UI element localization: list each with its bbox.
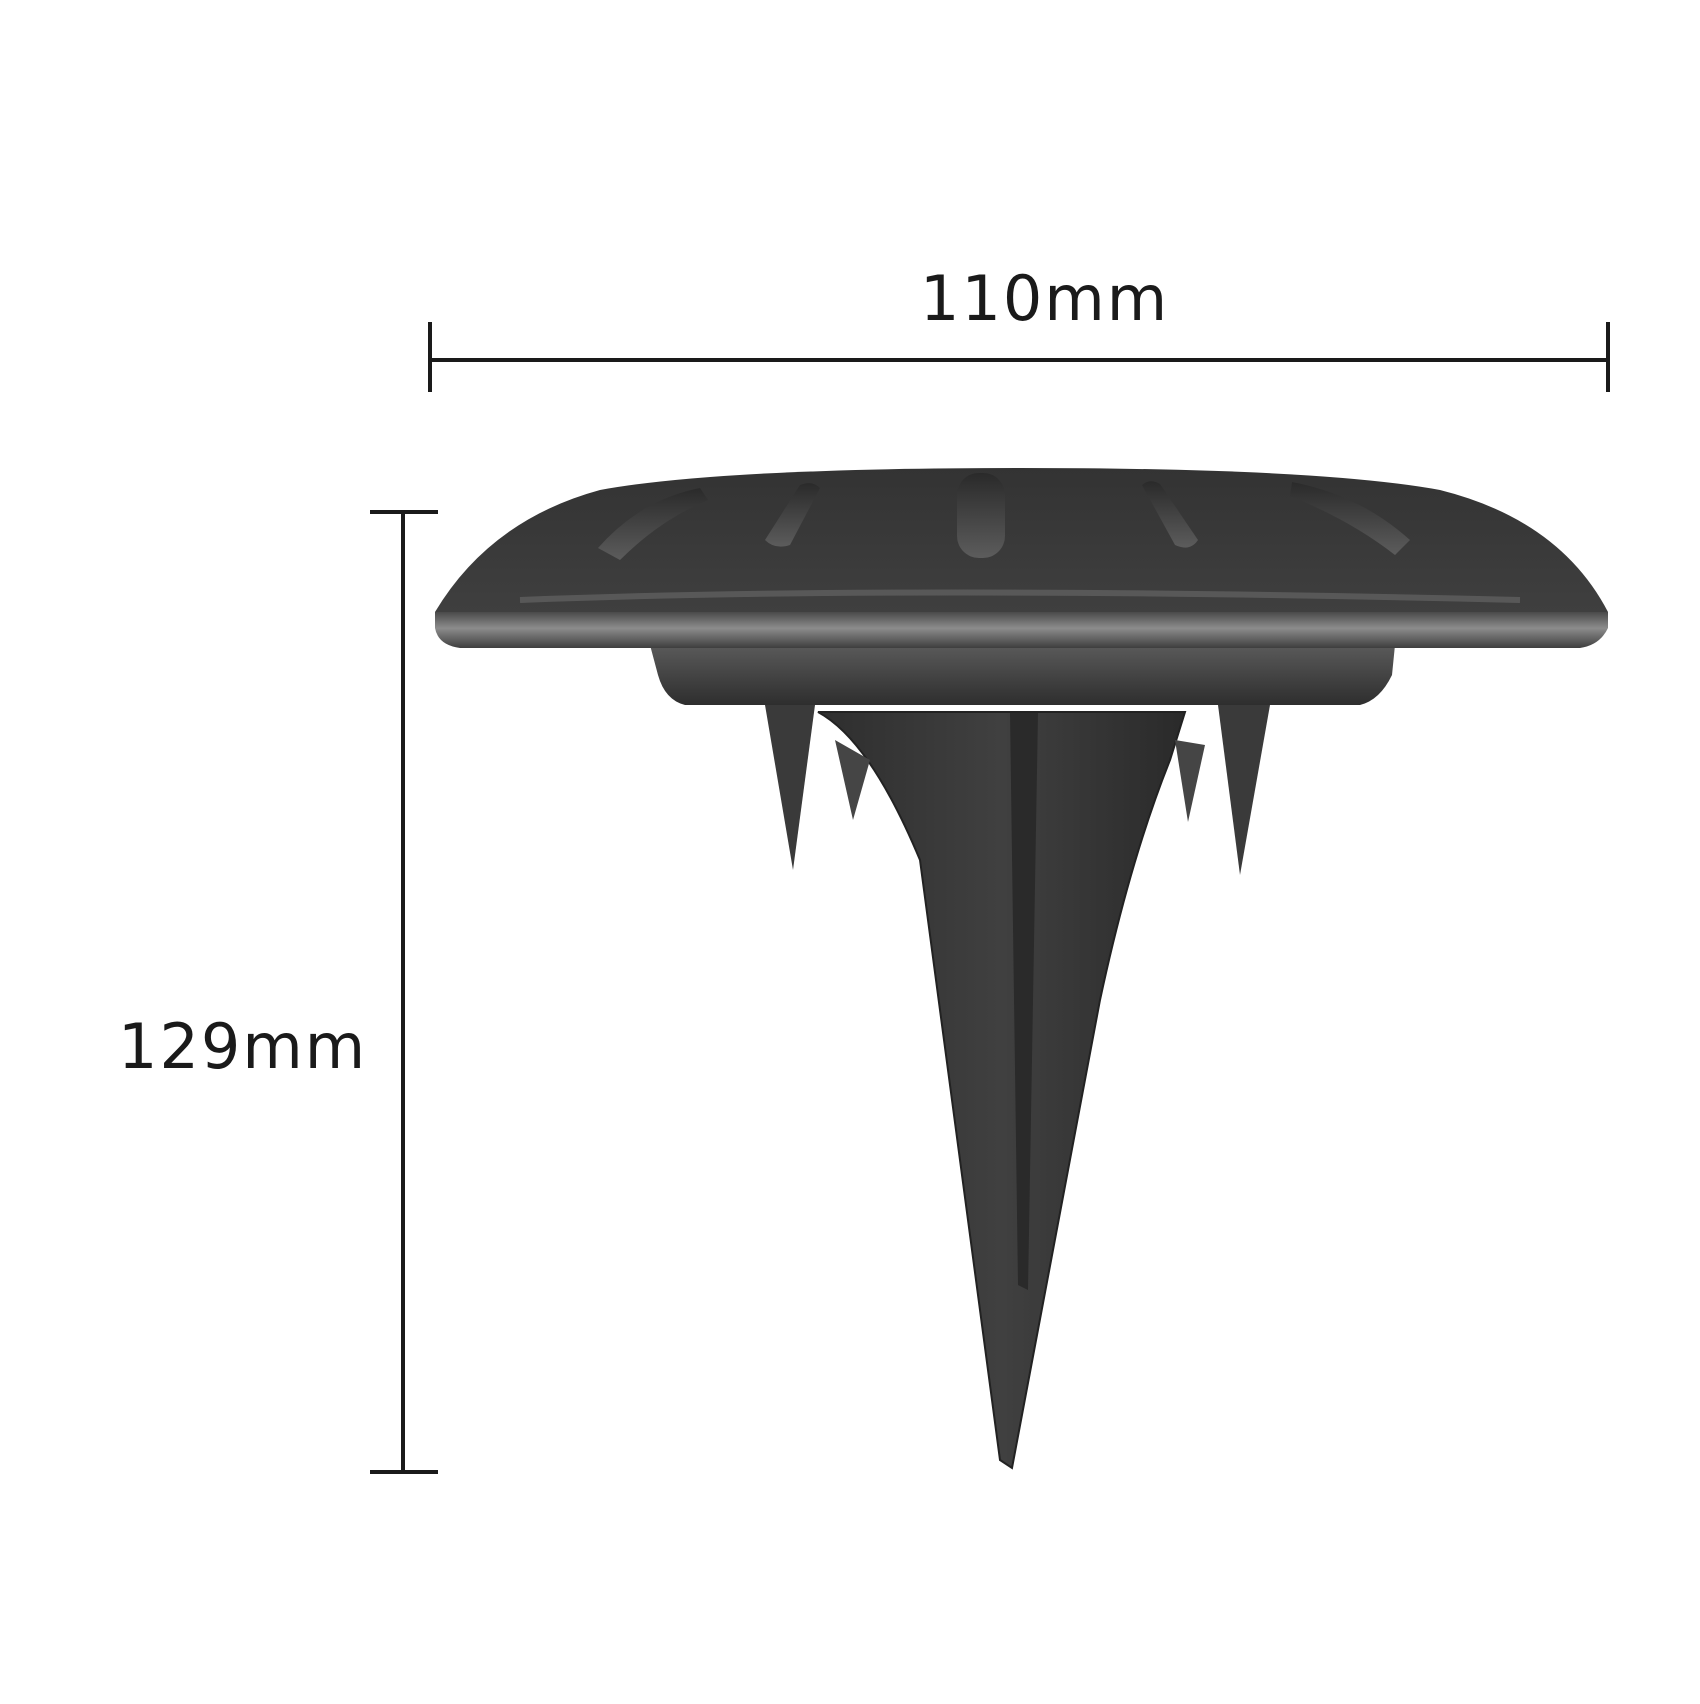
- lower-base-ring: [650, 645, 1395, 705]
- lamp-cap: [435, 468, 1608, 648]
- height-dimension-label: 129mm: [118, 1010, 368, 1083]
- width-dimension-label: 110mm: [920, 262, 1170, 335]
- height-dimension-line: [370, 510, 438, 1474]
- cap-vent-slots: [598, 473, 1410, 560]
- side-spikes: [765, 705, 1270, 875]
- width-dimension-line: [428, 322, 1610, 392]
- ground-spike: [817, 711, 1187, 1470]
